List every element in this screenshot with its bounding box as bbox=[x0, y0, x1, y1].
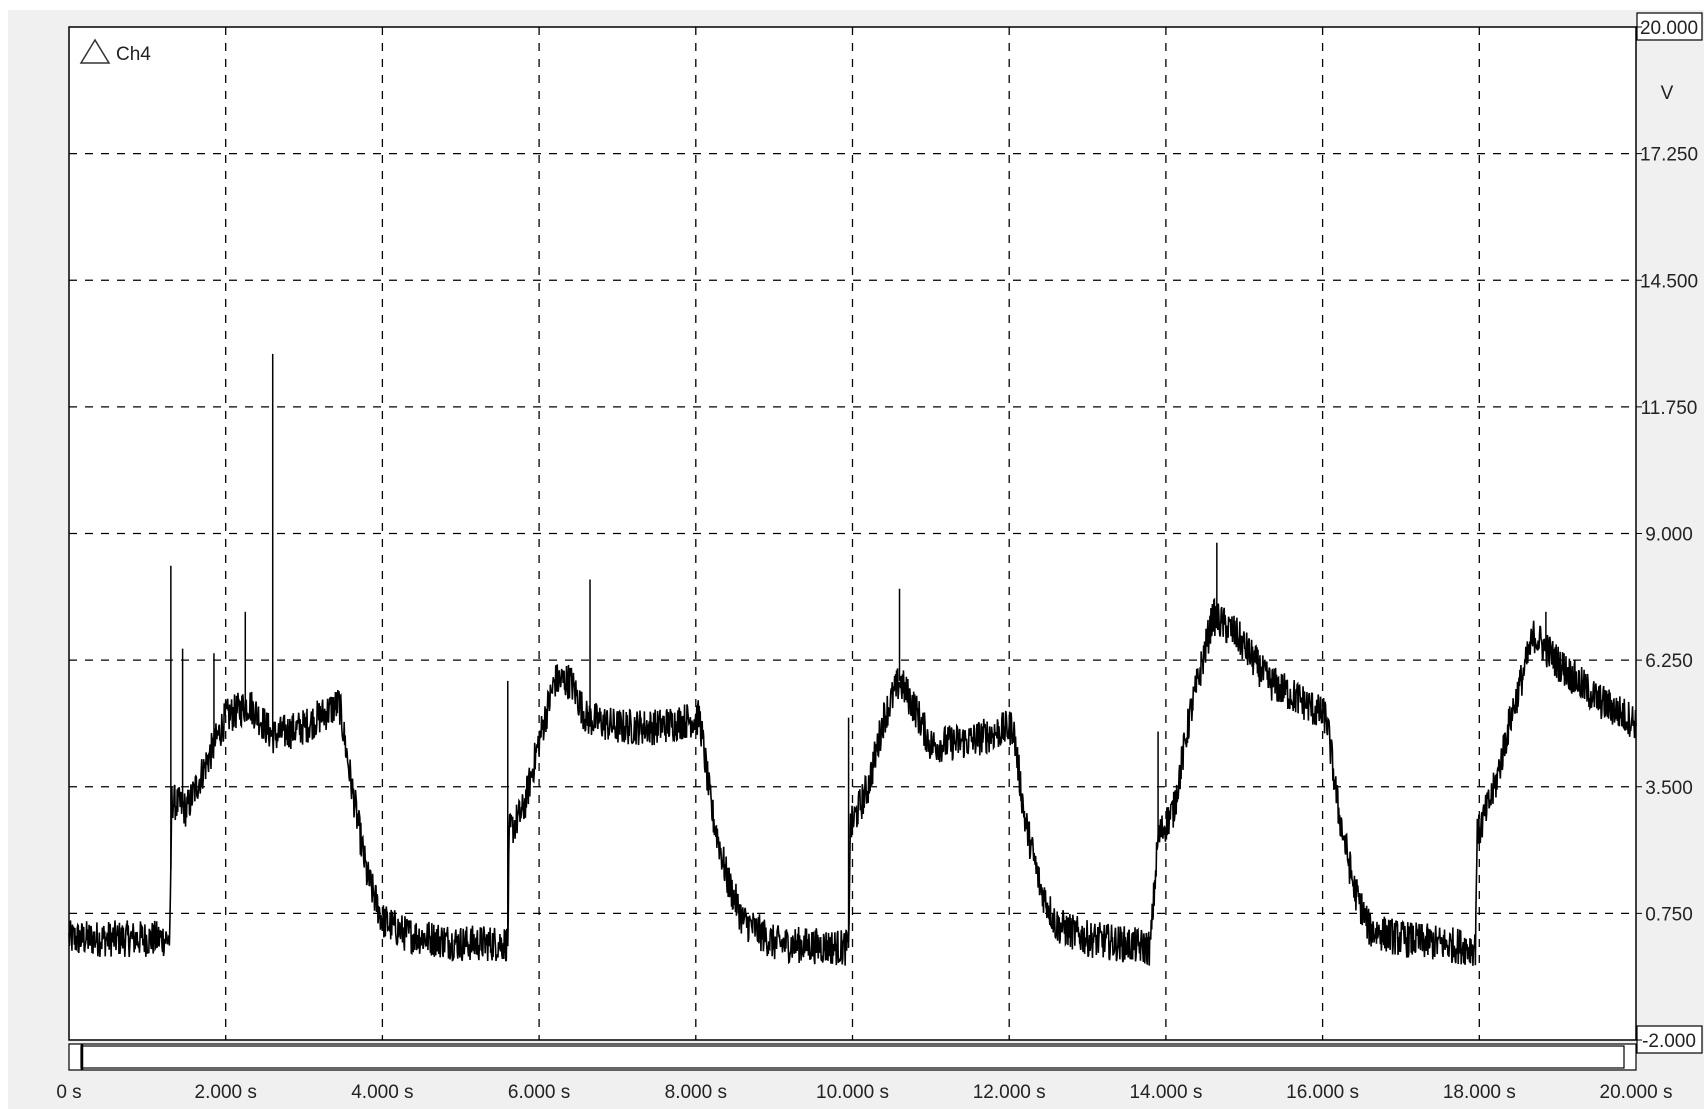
channel-marker: Ch4 bbox=[79, 38, 151, 65]
x-tick-label: 10.000 s bbox=[816, 1082, 889, 1103]
x-tick-label: 6.000 s bbox=[508, 1082, 570, 1103]
x-tick-label: 4.000 s bbox=[351, 1082, 413, 1103]
x-tick-label: 2.000 s bbox=[195, 1082, 257, 1103]
y-tick-label: 11.750 bbox=[1641, 398, 1698, 419]
grid-lines bbox=[69, 27, 1636, 1040]
y-limit-box bbox=[1636, 1025, 1703, 1054]
scrollbar-thumb[interactable] bbox=[80, 1045, 1625, 1069]
y-tick-labels: 20.000 17.250 14.500 11.750 9.000 6.250 3.500 0… bbox=[1636, 12, 1703, 1054]
x-tick-label: 14.000 s bbox=[1129, 1082, 1202, 1103]
x-tick-label: 20.000 s bbox=[1600, 1082, 1673, 1103]
signal-trace bbox=[68, 597, 1637, 966]
scrollbar[interactable] bbox=[68, 1043, 1637, 1071]
y-tick-label: 0.750 bbox=[1645, 904, 1693, 925]
y-tick-label: 17.250 bbox=[1640, 145, 1698, 166]
x-tick-labels: 0 s 2.000 s 4.000 s 6.000 s 8.000 s 10.000 s 1… bbox=[56, 1082, 1672, 1103]
triangle-icon bbox=[79, 38, 111, 64]
x-tick-label: 18.000 s bbox=[1443, 1082, 1516, 1103]
x-tick-label: 16.000 s bbox=[1286, 1082, 1359, 1103]
trace-group bbox=[68, 353, 1637, 966]
x-tick-label: 0 s bbox=[56, 1082, 81, 1103]
channel-label: Ch4 bbox=[116, 44, 151, 65]
y-tick-label: 6.250 bbox=[1645, 651, 1693, 672]
y-tick-label: 3.500 bbox=[1645, 778, 1693, 799]
y-limit-box bbox=[1636, 12, 1703, 41]
y-tick-label: 14.500 bbox=[1640, 271, 1698, 292]
x-tick-label: 8.000 s bbox=[665, 1082, 727, 1103]
y-unit-label: V bbox=[1661, 83, 1674, 104]
y-tick-label: 20.000 bbox=[1640, 18, 1698, 39]
x-tick-label: 12.000 s bbox=[973, 1082, 1046, 1103]
y-tick-label: -2.000 bbox=[1642, 1031, 1696, 1052]
y-tick-label: 9.000 bbox=[1645, 525, 1693, 546]
